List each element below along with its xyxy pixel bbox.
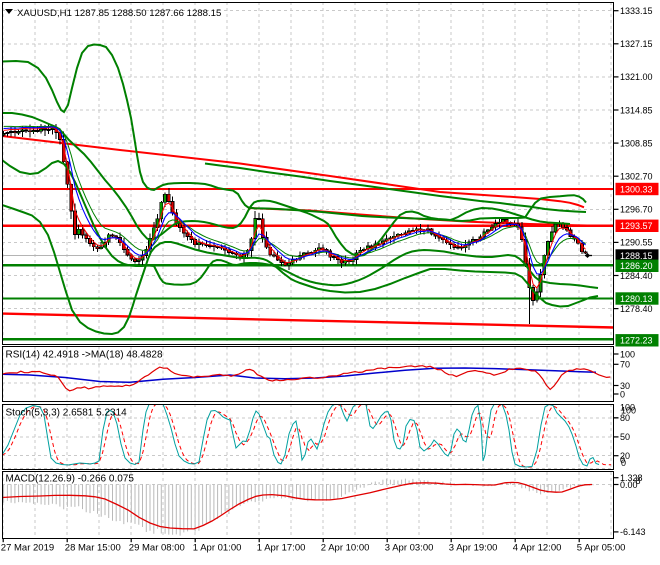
svg-text:1321.00: 1321.00 bbox=[620, 72, 653, 82]
svg-text:100: 100 bbox=[621, 406, 636, 416]
svg-text:80: 80 bbox=[620, 413, 630, 423]
svg-text:1272.23: 1272.23 bbox=[620, 336, 653, 346]
svg-text:0: 0 bbox=[620, 455, 625, 465]
svg-text:1284.40: 1284.40 bbox=[620, 271, 653, 281]
svg-text:1327.15: 1327.15 bbox=[620, 39, 653, 49]
svg-text:1 Apr 17:00: 1 Apr 17:00 bbox=[257, 543, 306, 554]
svg-text:1280.13: 1280.13 bbox=[620, 294, 653, 304]
svg-text:1300.33: 1300.33 bbox=[620, 184, 653, 194]
svg-text:1302.70: 1302.70 bbox=[620, 172, 653, 182]
svg-text:4 Apr 12:00: 4 Apr 12:00 bbox=[513, 543, 562, 554]
svg-text:2 Apr 10:00: 2 Apr 10:00 bbox=[321, 543, 370, 554]
svg-text:30: 30 bbox=[620, 381, 630, 391]
svg-text:0: 0 bbox=[621, 458, 626, 468]
svg-text:1308.85: 1308.85 bbox=[620, 138, 653, 148]
svg-text:1278.40: 1278.40 bbox=[620, 304, 653, 314]
svg-text:8: 8 bbox=[636, 476, 641, 486]
svg-text:1288.15: 1288.15 bbox=[620, 251, 653, 261]
svg-text:0: 0 bbox=[620, 389, 625, 399]
svg-text:1333.15: 1333.15 bbox=[620, 6, 653, 16]
svg-text:MACD(12.26.9) -0.266 0.075: MACD(12.26.9) -0.266 0.075 bbox=[6, 474, 135, 485]
svg-text:5 Apr 05:00: 5 Apr 05:00 bbox=[577, 543, 626, 554]
svg-text:3 Apr 19:00: 3 Apr 19:00 bbox=[449, 543, 498, 554]
svg-text:29 Mar 08:00: 29 Mar 08:00 bbox=[129, 543, 185, 554]
svg-text:1296.70: 1296.70 bbox=[620, 205, 653, 215]
svg-text:RSI(14) 42.4918 ->MA(18) 48.4: RSI(14) 42.4918 ->MA(18) 48.4828 bbox=[6, 350, 163, 361]
svg-text:50: 50 bbox=[620, 432, 630, 442]
svg-text:1286.20: 1286.20 bbox=[620, 261, 653, 271]
svg-text:100: 100 bbox=[620, 403, 635, 413]
svg-text:-6.143: -6.143 bbox=[620, 527, 646, 537]
svg-text:Stoch(5,3,3) 2.6581 5.2314: Stoch(5,3,3) 2.6581 5.2314 bbox=[6, 408, 128, 419]
svg-text:1314.85: 1314.85 bbox=[620, 105, 653, 115]
svg-text:28 Mar 15:00: 28 Mar 15:00 bbox=[65, 543, 121, 554]
svg-text:70: 70 bbox=[620, 360, 630, 370]
svg-text:XAUUSD,H1 1287.85 1288.50 128: XAUUSD,H1 1287.85 1288.50 1287.66 1288.1… bbox=[17, 8, 221, 19]
svg-text:1290.55: 1290.55 bbox=[620, 238, 653, 248]
svg-text:1 Apr 01:00: 1 Apr 01:00 bbox=[193, 543, 242, 554]
svg-text:0.00: 0.00 bbox=[620, 480, 638, 490]
svg-text:1.328: 1.328 bbox=[620, 473, 643, 483]
svg-text:100: 100 bbox=[620, 349, 635, 359]
svg-text:1293.57: 1293.57 bbox=[620, 221, 653, 231]
svg-text:27 Mar 2019: 27 Mar 2019 bbox=[1, 543, 54, 554]
svg-text:20: 20 bbox=[620, 451, 630, 461]
svg-text:3 Apr 03:00: 3 Apr 03:00 bbox=[385, 543, 434, 554]
